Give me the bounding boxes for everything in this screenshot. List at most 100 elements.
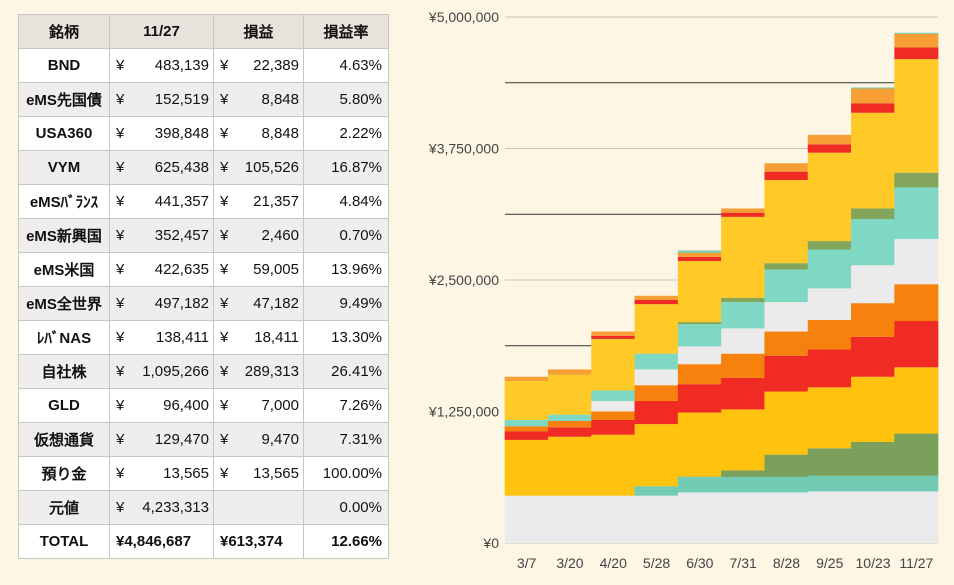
bar-segment	[764, 263, 809, 270]
holding-name: USA360	[18, 116, 110, 151]
table-row: 預り金 ¥13,565 ¥13,565 100.00%	[18, 456, 389, 491]
holding-profit: ¥59,005	[213, 252, 304, 287]
bar-segment	[851, 218, 896, 266]
holding-value: ¥398,848	[109, 116, 214, 151]
table-row: eMS先国債 ¥152,519 ¥8,848 5.80%	[18, 82, 389, 117]
currency-symbol: ¥	[116, 397, 125, 414]
currency-symbol: ¥	[116, 295, 125, 312]
table-row: VYM ¥625,438 ¥105,526 16.87%	[18, 150, 389, 185]
holding-name: GLD	[18, 388, 110, 423]
y-tick-label: ¥3,750,000	[428, 141, 499, 157]
holding-profit: ¥22,389	[213, 48, 304, 83]
holding-rate: 9.49%	[303, 286, 389, 321]
bar-segment	[591, 390, 636, 401]
holding-value: ¥129,470	[109, 422, 214, 457]
currency-symbol: ¥	[220, 465, 229, 482]
holding-profit: ¥13,565	[213, 456, 304, 491]
holding-profit-amount: 289,313	[244, 363, 299, 380]
holding-profit-amount: 7,000	[261, 397, 299, 414]
bar-segment	[634, 369, 679, 386]
bar-segment	[851, 103, 896, 113]
currency-symbol: ¥	[220, 431, 229, 448]
bar-segment	[547, 495, 592, 543]
bar-segment	[504, 380, 549, 420]
holding-rate: 13.96%	[303, 252, 389, 287]
currency-symbol: ¥	[220, 329, 229, 346]
bar-segment	[894, 33, 939, 48]
currency-symbol: ¥	[220, 193, 229, 210]
y-tick-label: ¥1,250,000	[428, 404, 499, 420]
bar-segment	[851, 442, 896, 476]
bar-segment	[807, 288, 852, 320]
bar-segment	[894, 433, 939, 476]
currency-symbol: ¥	[116, 431, 125, 448]
table-row: eMSﾊﾞﾗﾝｽ ¥441,357 ¥21,357 4.84%	[18, 184, 389, 219]
holding-profit-amount: 59,005	[253, 261, 299, 278]
holding-profit-amount: 8,848	[261, 125, 299, 142]
bar-segment	[894, 284, 939, 322]
bar-segment	[807, 319, 852, 350]
holding-value-amount: 152,519	[154, 91, 209, 108]
bar-segment	[721, 409, 766, 471]
bar-segment	[547, 374, 592, 415]
holding-name: 自社株	[18, 354, 110, 389]
holding-value-amount: 398,848	[154, 125, 209, 142]
currency-symbol: ¥	[116, 125, 125, 142]
currency-symbol: ¥	[220, 159, 229, 176]
holding-value-amount: 441,357	[154, 193, 209, 210]
bar-segment	[677, 322, 722, 325]
currency-symbol: ¥	[116, 465, 125, 482]
x-tick-label: 7/31	[730, 555, 757, 571]
bar-segment	[764, 269, 809, 303]
holding-name: ﾚﾊﾞNAS	[18, 320, 110, 355]
table-row: eMS新興国 ¥352,457 ¥2,460 0.70%	[18, 218, 389, 253]
bar-segment	[764, 454, 809, 477]
holding-profit-amount: 105,526	[244, 159, 299, 176]
bar-segment	[591, 400, 636, 412]
bar-segment	[764, 476, 809, 493]
total-label: TOTAL	[18, 524, 110, 559]
bar-segment	[721, 216, 766, 298]
holding-profit: ¥105,526	[213, 150, 304, 185]
bar-segment	[807, 349, 852, 388]
bar-segment	[764, 171, 809, 181]
currency-symbol: ¥	[220, 57, 229, 74]
bar-segment	[807, 241, 852, 250]
bar-segment	[504, 495, 549, 543]
currency-symbol: ¥	[116, 499, 125, 516]
holding-rate: 2.22%	[303, 116, 389, 151]
bar-segment	[851, 491, 896, 543]
bar-segment	[547, 436, 592, 496]
bar-segment	[851, 336, 896, 377]
stacked-bar-chart: ¥0 ¥1,250,000 ¥2,500,000 ¥3,750,000 ¥5,000,0…	[428, 9, 939, 571]
bar-segment	[677, 324, 722, 347]
holding-name: BND	[18, 48, 110, 83]
bar-segment	[677, 364, 722, 385]
bar-segment	[894, 187, 939, 239]
holding-profit: ¥18,411	[213, 320, 304, 355]
header-profit: 損益	[213, 14, 304, 49]
holding-profit-empty	[213, 490, 304, 525]
bar-segment	[764, 180, 809, 264]
holding-value-amount: 13,565	[163, 465, 209, 482]
bar-segment	[721, 212, 766, 217]
bar-segment	[764, 302, 809, 332]
bar-segment	[634, 495, 679, 543]
bar-segment	[721, 492, 766, 543]
table-body: BND ¥483,139 ¥22,389 4.63% eMS先国債 ¥152,519 ¥8,…	[18, 48, 389, 559]
holding-value: ¥422,635	[109, 252, 214, 287]
bar-segment	[894, 475, 939, 492]
holding-rate: 13.30%	[303, 320, 389, 355]
holding-name: eMS全世界	[18, 286, 110, 321]
bar-segment	[591, 338, 636, 391]
bar-segment	[894, 238, 939, 285]
table-row: ﾚﾊﾞNAS ¥138,411 ¥18,411 13.30%	[18, 320, 389, 355]
holding-name: eMS米国	[18, 252, 110, 287]
holding-rate: 4.84%	[303, 184, 389, 219]
bar-segment	[807, 249, 852, 289]
bar-segment	[851, 208, 896, 219]
table-row: GLD ¥96,400 ¥7,000 7.26%	[18, 388, 389, 423]
bar-segment	[677, 250, 722, 253]
currency-symbol: ¥	[116, 91, 125, 108]
holding-value-amount: 483,139	[154, 57, 209, 74]
